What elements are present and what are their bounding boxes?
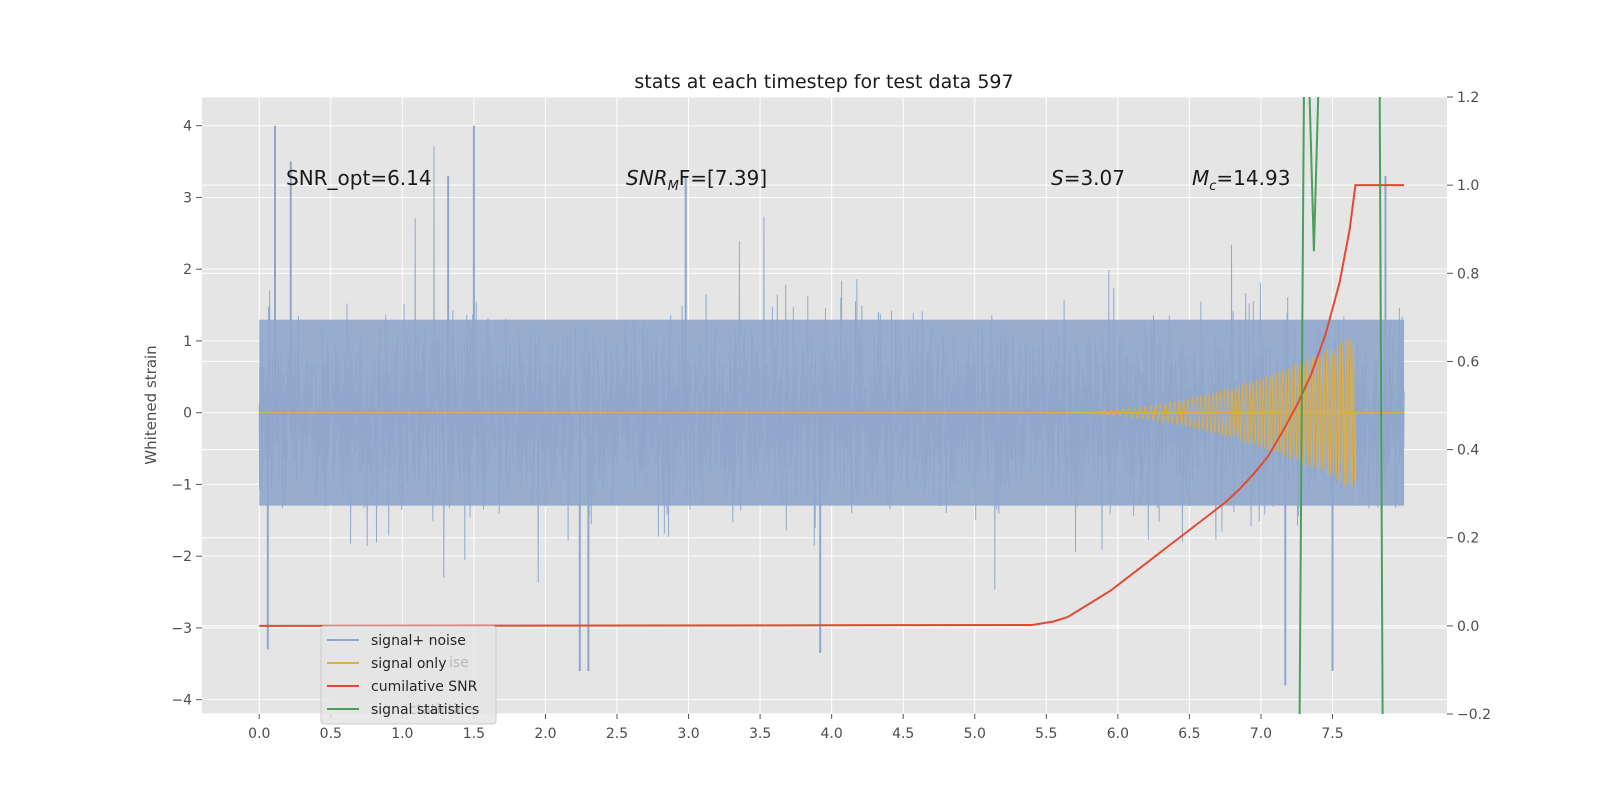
y2-tick-label: 0.2: [1457, 531, 1479, 547]
legend-box: [320, 625, 497, 725]
y2-tick-label: 1.2: [1457, 90, 1479, 106]
x-tick-label: 6.5: [1178, 726, 1200, 742]
legend: ise ctatictice signal+ noise signal only…: [320, 625, 497, 725]
annotation-snr-opt: SNR_opt=6.14: [286, 166, 432, 190]
legend-label: signal+ noise: [371, 633, 466, 649]
signal-only-line: [1046, 339, 1405, 506]
x-tick-label: 7.0: [1250, 726, 1272, 742]
y-tick-label: −2: [171, 549, 192, 565]
y2-tick-label: −0.2: [1457, 707, 1491, 723]
y-tick-label: 0: [183, 406, 192, 422]
annotation-s: S=3.07: [1051, 166, 1125, 190]
y-axis-right: 1.2 1.0 0.8 0.6 0.4 0.2 0.0 −0.2: [1447, 90, 1491, 723]
y-tick-label: 4: [183, 119, 192, 135]
x-axis: 0.0 0.5 1.0 1.5 2.0 2.5 3.0 3.5 4.0 4.5 5.0 5.5 6.0 6…: [248, 714, 1344, 742]
legend-ghost-text: ise: [449, 655, 469, 671]
x-tick-label: 1.0: [391, 726, 413, 742]
legend-label: cumilative SNR: [371, 679, 478, 695]
x-tick-label: 2.0: [534, 726, 556, 742]
y-tick-label: 3: [183, 190, 192, 206]
series-cumulative-snr: [259, 184, 1405, 627]
cumulative-snr-line: [259, 184, 1405, 627]
legend-label: signal statistics: [371, 702, 479, 718]
x-tick-label: 5.0: [964, 726, 986, 742]
chart-title: stats at each timestep for test data 597: [634, 71, 1013, 93]
y2-tick-label: 0.6: [1457, 354, 1479, 370]
legend-ghost-text: ctatictice: [409, 702, 474, 718]
annotation-mc: Mc=14.93: [1192, 166, 1290, 194]
y-tick-label: −1: [171, 477, 192, 493]
y-axis-left: 4 3 2 1 0 −1 −2 −3 −4: [171, 119, 202, 709]
y2-tick-label: 0.8: [1457, 266, 1479, 282]
y-tick-label: −4: [171, 693, 192, 709]
y-tick-label: −3: [171, 621, 192, 637]
x-tick-label: 3.5: [749, 726, 771, 742]
x-tick-label: 7.5: [1321, 726, 1343, 742]
x-tick-label: 6.0: [1107, 726, 1129, 742]
x-tick-label: 0.0: [248, 726, 270, 742]
series-signal-only: [259, 339, 1405, 506]
y2-tick-label: 0.4: [1457, 443, 1479, 459]
y-tick-label: 2: [183, 262, 192, 278]
y2-tick-label: 1.0: [1457, 178, 1479, 194]
x-tick-label: 0.5: [320, 726, 342, 742]
legend-label: signal only: [371, 656, 446, 672]
annotation-snr-mf: SNRMF=[7.39]: [626, 166, 767, 194]
y2-tick-label: 0.0: [1457, 619, 1479, 635]
signal-statistics-line: [1298, 96, 1305, 715]
x-tick-label: 5.5: [1035, 726, 1057, 742]
x-tick-label: 2.5: [606, 726, 628, 742]
series-signal-statistics: [1298, 96, 1384, 715]
y-axis-label: Whitened strain: [142, 345, 160, 464]
signal-statistics-line: [1378, 96, 1384, 715]
x-tick-label: 1.5: [463, 726, 485, 742]
x-tick-label: 3.0: [677, 726, 699, 742]
x-tick-label: 4.5: [892, 726, 914, 742]
x-tick-label: 4.0: [821, 726, 843, 742]
signal-statistics-line: [1308, 96, 1320, 252]
y-tick-label: 1: [183, 334, 192, 350]
